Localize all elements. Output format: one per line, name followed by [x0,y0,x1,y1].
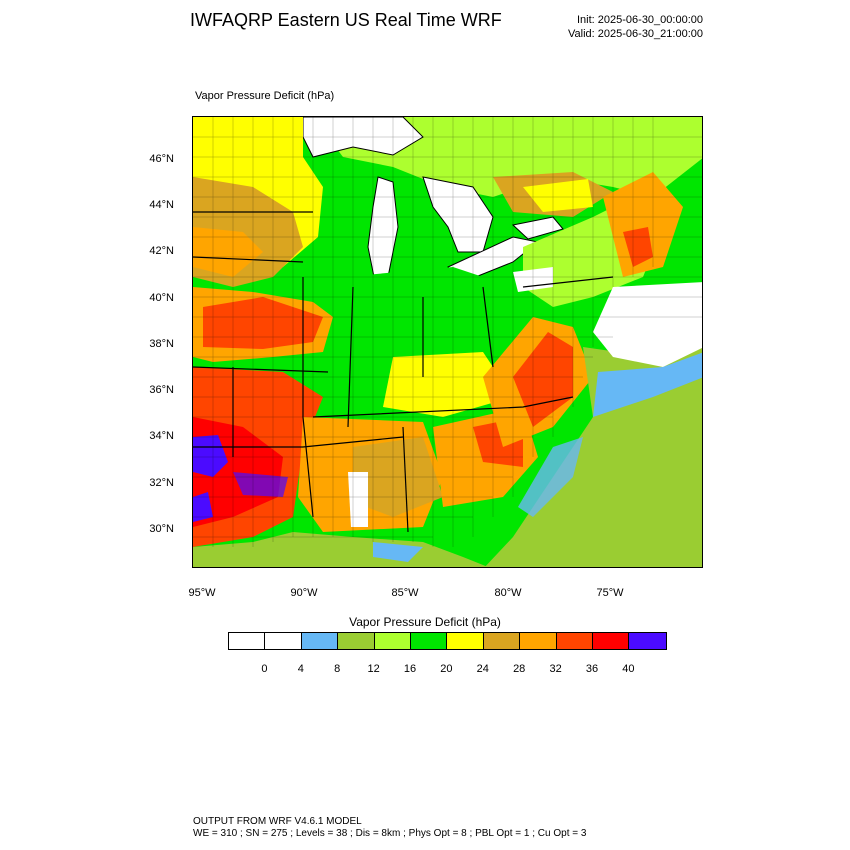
legend-tick-label: 0 [261,663,268,675]
legend-swatch [483,633,521,649]
legend-swatch [301,633,339,649]
lon-label-75: 75°W [596,587,624,599]
model-version: OUTPUT FROM WRF V4.6.1 MODEL [193,816,362,827]
lat-label-40: 40°N [149,292,174,304]
coastal-blue [518,437,583,517]
legend-title: Vapor Pressure Deficit (hPa) [349,615,501,629]
virginia-red [513,332,573,427]
legend-swatch [338,633,375,649]
legend-swatch [629,633,666,649]
field-label: Vapor Pressure Deficit (hPa) [195,90,335,102]
init-time: Init: 2025-06-30_00:00:00 [577,14,703,26]
legend-swatch [374,633,411,649]
time-info: Init: 2025-06-30_00:00:00 Valid: 2025-06… [568,13,703,41]
lon-label-95: 95°W [188,587,216,599]
nebraska-orange [193,227,263,277]
model-info: OUTPUT FROM WRF V4.6.1 MODEL WE = 310 ; … [193,816,586,840]
legend-swatch [265,633,302,649]
lat-label-36: 36°N [149,384,174,396]
legend-swatch [410,633,448,649]
legend-tick-label: 8 [334,663,341,675]
color-legend [228,632,667,650]
legend-tick-label: 36 [585,663,599,675]
legend-tick-label: 28 [513,663,526,675]
lat-label-34: 34°N [149,430,174,442]
lat-label-30: 30°N [149,523,174,535]
gulf-of-mexico [193,532,488,567]
louisiana-purple [233,472,288,497]
texas-purple-1 [193,435,228,477]
legend-swatch [229,633,266,649]
lat-label-32: 32°N [149,477,174,489]
legend-swatch [447,633,484,649]
legend-swatch [520,633,557,649]
chart-title: IWFAQRP Eastern US Real Time WRF [190,10,502,30]
lat-label-42: 42°N [149,245,174,257]
texas-purple-2 [193,492,213,522]
legend-swatch [556,633,593,649]
map-plot [192,116,703,568]
legend-tick-label: 24 [476,663,489,675]
atlantic-white [593,282,702,367]
ontario-yellow [523,179,593,212]
lake-ontario [511,216,564,240]
lon-label-85: 85°W [391,587,419,599]
legend-tick-label: 32 [549,663,562,675]
legend-tick-label: 16 [403,663,417,675]
kentucky-yellow [383,352,513,417]
new-england-orange [603,172,683,277]
atlantic-blue [593,352,702,417]
vpd-map [193,117,702,567]
model-params: WE = 310 ; SN = 275 ; Levels = 38 ; Dis … [193,828,587,839]
lat-label-38: 38°N [149,338,174,350]
gulf-blue [373,542,423,562]
lat-label-46: 46°N [149,153,174,165]
lon-label-90: 90°W [290,587,318,599]
legend-tick-label: 12 [367,663,380,675]
valid-time: Valid: 2025-06-30_21:00:00 [568,28,703,40]
alabama-white [348,472,368,527]
lake-huron [422,176,494,253]
legend-tick-label: 4 [297,663,304,675]
lon-label-80: 80°W [494,587,522,599]
lat-label-44: 44°N [149,199,174,211]
legend-swatch [592,633,630,649]
county-lines [193,117,702,547]
legend-tick-label: 40 [622,663,635,675]
legend-tick-label: 20 [440,663,453,675]
